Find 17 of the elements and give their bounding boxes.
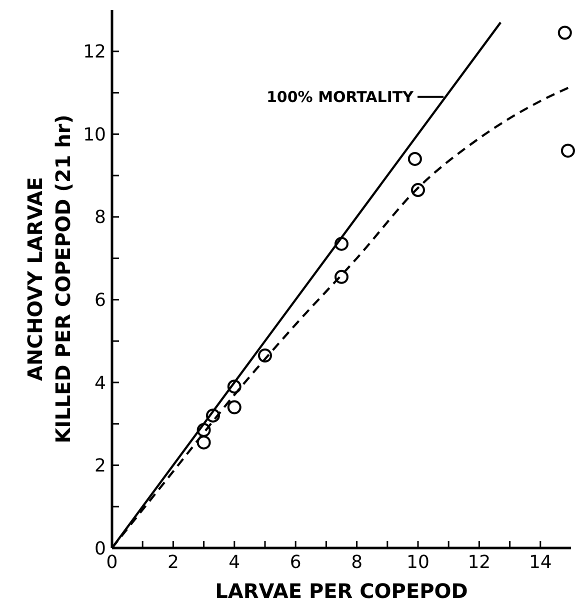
x-tick-label: 6 [290, 552, 302, 573]
y-tick-label: 4 [94, 372, 106, 394]
x-tick-label: 4 [228, 552, 240, 573]
x-tick-label: 14 [528, 552, 552, 573]
x-tick-label: 12 [468, 552, 491, 573]
x-tick-label: 10 [406, 552, 430, 573]
y-axis-title: ANCHOVY LARVAE KILLED PER COPEPOD (21 hr) [23, 114, 75, 444]
y-tick-label: 12 [83, 42, 106, 63]
y-tick-label: 2 [94, 456, 106, 477]
x-tick-label: 8 [351, 552, 363, 573]
y-tick-label: 10 [83, 124, 106, 146]
y-tick-label: 0 [94, 538, 106, 560]
x-tick-label: 2 [167, 552, 179, 573]
y-tick-label: 8 [94, 207, 106, 228]
x-axis-title: LARVAE PER COPEPOD [215, 579, 468, 603]
annotation: 100% MORTALITY [266, 88, 415, 106]
y-tick-label: 6 [94, 290, 106, 311]
